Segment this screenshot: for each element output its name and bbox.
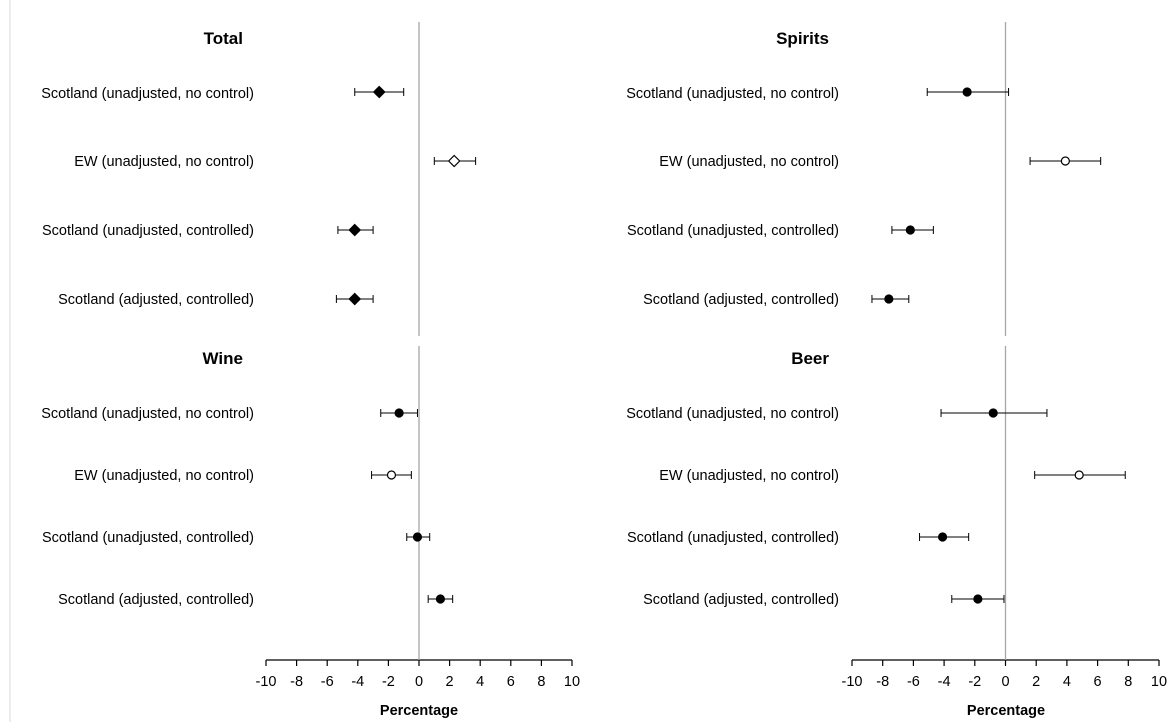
row-label: Scotland (unadjusted, no control) (41, 406, 254, 422)
x-tick-label: 4 (1063, 674, 1071, 690)
x-tick-label: -6 (907, 674, 920, 690)
data-point-circle (884, 294, 894, 304)
row-label: Scotland (unadjusted, controlled) (627, 530, 839, 546)
row-label: Scotland (adjusted, controlled) (58, 292, 254, 308)
row-label: Scotland (unadjusted, controlled) (627, 223, 839, 239)
x-tick-label: 0 (415, 674, 423, 690)
x-tick-label: -8 (876, 674, 889, 690)
x-tick-label: -2 (382, 674, 395, 690)
panel-title-beer: Beer (791, 349, 829, 368)
row-label: Scotland (unadjusted, controlled) (42, 223, 254, 239)
data-point-circle (412, 532, 423, 542)
row-label: EW (unadjusted, no control) (659, 468, 839, 484)
row-label: Scotland (unadjusted, no control) (626, 86, 839, 102)
x-tick-label: 0 (1001, 674, 1009, 690)
panel-title-total: Total (204, 29, 243, 48)
data-point-diamond (447, 154, 461, 168)
data-point-circle (394, 408, 404, 418)
data-point-circle (1074, 470, 1084, 480)
row-label: Scotland (adjusted, controlled) (643, 292, 839, 308)
panel-title-spirits: Spirits (776, 29, 829, 48)
data-point-circle (988, 408, 998, 418)
row-label: Scotland (adjusted, controlled) (643, 592, 839, 608)
row-label: Scotland (unadjusted, no control) (626, 406, 839, 422)
data-point-diamond (372, 85, 386, 99)
x-axis-title-left: Percentage (380, 703, 458, 719)
data-point-circle (937, 532, 948, 542)
panel-title-wine: Wine (203, 349, 243, 368)
x-tick-label: 2 (1032, 674, 1040, 690)
x-tick-label: 4 (476, 674, 484, 690)
row-label: Scotland (unadjusted, no control) (41, 86, 254, 102)
row-label: Scotland (adjusted, controlled) (58, 592, 254, 608)
x-tick-label: -4 (938, 674, 951, 690)
x-tick-label: 8 (537, 674, 545, 690)
data-point-circle (386, 470, 397, 480)
data-point-diamond (348, 223, 362, 237)
x-tick-label: 10 (564, 674, 580, 690)
x-tick-label: -8 (290, 674, 303, 690)
x-tick-label: 8 (1124, 674, 1132, 690)
x-axis-title-right: Percentage (967, 703, 1045, 719)
x-tick-label: 2 (446, 674, 454, 690)
x-tick-label: -2 (968, 674, 981, 690)
x-tick-label: 6 (1094, 674, 1102, 690)
x-tick-label: -10 (842, 674, 863, 690)
data-point-circle (973, 594, 983, 604)
chart-marks: -10 -8 -6 -4 -2 0 2 4 6 8 10 -10 -8 -6 -4 -2 0 2 4 6 8 10 (256, 22, 1167, 690)
x-tick-label: -6 (321, 674, 334, 690)
row-label: EW (unadjusted, no control) (74, 154, 254, 170)
row-label: Scotland (unadjusted, controlled) (42, 530, 254, 546)
x-tick-label: 6 (507, 674, 515, 690)
row-label: EW (unadjusted, no control) (74, 468, 254, 484)
data-point-circle (1060, 156, 1070, 166)
data-point-circle (962, 87, 972, 97)
x-tick-label: -4 (351, 674, 364, 690)
data-point-circle (905, 225, 915, 235)
x-tick-label: 10 (1151, 674, 1167, 690)
data-point-circle (435, 594, 446, 604)
x-tick-label: -10 (256, 674, 277, 690)
data-point-diamond (348, 292, 362, 306)
row-label: EW (unadjusted, no control) (659, 154, 839, 170)
